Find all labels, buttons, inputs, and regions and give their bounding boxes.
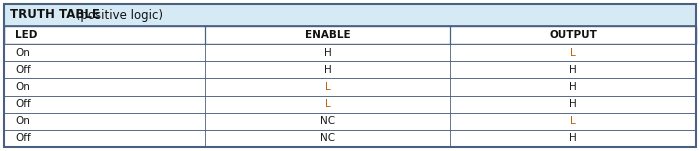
Text: L: L <box>325 99 330 109</box>
Text: Off: Off <box>15 65 31 75</box>
Bar <box>4 26 696 44</box>
Bar <box>4 61 696 78</box>
Text: H: H <box>569 65 577 75</box>
Text: L: L <box>325 82 330 92</box>
Bar <box>4 130 696 147</box>
Text: H: H <box>569 133 577 143</box>
Text: L: L <box>570 48 576 58</box>
Bar <box>4 44 696 61</box>
Text: LED: LED <box>15 30 37 40</box>
Bar <box>4 113 696 130</box>
Text: OUTPUT: OUTPUT <box>550 30 597 40</box>
Text: NC: NC <box>320 133 335 143</box>
Text: L: L <box>570 116 576 126</box>
Text: H: H <box>323 65 331 75</box>
Text: H: H <box>323 48 331 58</box>
Text: On: On <box>15 48 30 58</box>
Bar <box>4 95 696 113</box>
Bar <box>4 4 696 26</box>
Text: TRUTH TABLE: TRUTH TABLE <box>10 8 100 21</box>
Text: ENABLE: ENABLE <box>304 30 350 40</box>
Text: On: On <box>15 116 30 126</box>
Bar <box>4 78 696 95</box>
Text: NC: NC <box>320 116 335 126</box>
Text: (positive logic): (positive logic) <box>71 8 162 21</box>
Text: Off: Off <box>15 133 31 143</box>
Text: H: H <box>569 82 577 92</box>
Text: Off: Off <box>15 99 31 109</box>
Text: H: H <box>569 99 577 109</box>
Text: On: On <box>15 82 30 92</box>
